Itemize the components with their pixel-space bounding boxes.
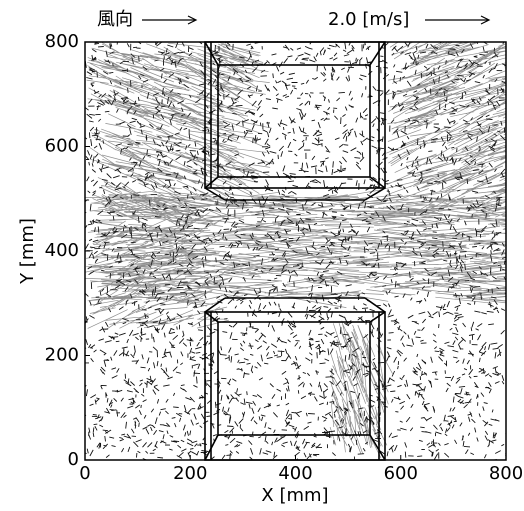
wind-direction-label: 風向: [97, 9, 133, 30]
x-tick-label: 0: [79, 463, 90, 484]
x-tick-label: 400: [278, 463, 312, 484]
scale-arrow-head: [480, 15, 491, 25]
x-axis-label: X [mm]: [261, 485, 328, 506]
long-vectors: [85, 42, 506, 459]
y-tick-label: 400: [45, 240, 79, 261]
x-tick-label: 200: [173, 463, 207, 484]
flow-texture: [85, 42, 506, 460]
x-tick-label: 600: [384, 463, 418, 484]
y-axis-label: Y [mm]: [17, 218, 38, 285]
x-tick-label: 800: [489, 463, 523, 484]
y-tick-label: 200: [45, 345, 79, 366]
scale-label: 2.0 [m/s]: [328, 9, 409, 30]
y-tick-label: 600: [45, 136, 79, 157]
annotation-arrow-head: [187, 15, 198, 25]
y-tick-label: 0: [68, 449, 79, 470]
y-tick-label: 800: [45, 31, 79, 52]
buildings: [204, 41, 386, 461]
